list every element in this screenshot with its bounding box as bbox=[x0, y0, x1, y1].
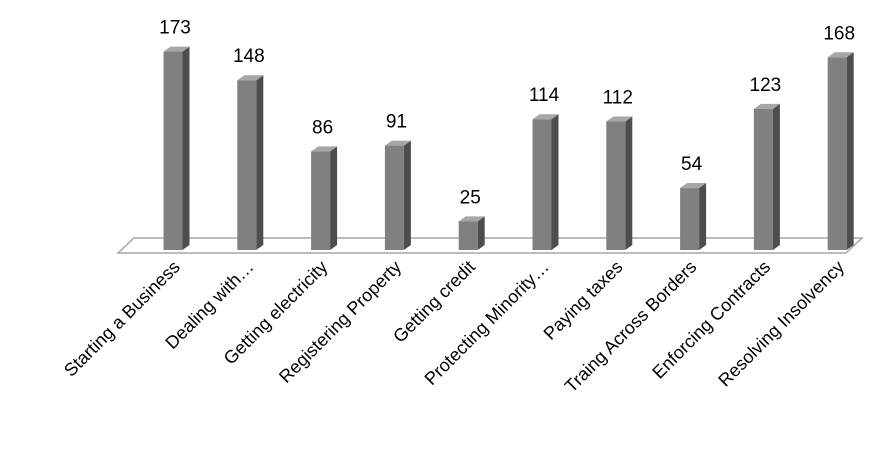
bar-front-face bbox=[532, 119, 552, 250]
value-label: 54 bbox=[681, 154, 703, 175]
value-label: 168 bbox=[823, 23, 855, 44]
bar-side-face bbox=[625, 116, 633, 250]
bar-top-face bbox=[163, 46, 190, 52]
value-label: 123 bbox=[750, 75, 782, 96]
bar-side-face bbox=[772, 103, 780, 250]
bar-top-face bbox=[680, 183, 707, 189]
category-label: Resolving Insolvency bbox=[714, 257, 848, 391]
bar-side-face bbox=[256, 75, 264, 250]
bar-side-face bbox=[330, 146, 338, 250]
value-label: 91 bbox=[386, 112, 407, 133]
bar-2 bbox=[237, 75, 264, 250]
bar-10 bbox=[827, 52, 854, 250]
value-label: 112 bbox=[603, 88, 633, 109]
value-label: 86 bbox=[312, 117, 333, 138]
value-label: 25 bbox=[460, 187, 481, 208]
value-label: 148 bbox=[233, 46, 265, 67]
bar-front-face bbox=[311, 151, 331, 250]
chart-floor bbox=[116, 237, 864, 254]
bar-top-face bbox=[237, 75, 264, 81]
bar-top-face bbox=[827, 52, 854, 58]
bar-front-face bbox=[237, 80, 257, 250]
value-label: 173 bbox=[159, 18, 191, 39]
bar-9 bbox=[753, 103, 780, 250]
bar-front-face bbox=[753, 108, 773, 250]
category-label: Traing Across Borders bbox=[561, 257, 701, 397]
bar-7 bbox=[606, 116, 633, 250]
bar-side-face bbox=[699, 183, 707, 250]
category-label: Protecting Minority… bbox=[421, 257, 553, 389]
bar-5 bbox=[458, 216, 485, 250]
bar-top-face bbox=[384, 140, 411, 146]
bar-top-face bbox=[532, 114, 559, 120]
bar-front-face bbox=[827, 57, 847, 250]
bar-top-face bbox=[753, 103, 780, 109]
bar-front-face bbox=[606, 121, 626, 250]
bar-top-face bbox=[311, 146, 338, 152]
category-label: Registering Property bbox=[275, 257, 405, 387]
bar-6 bbox=[532, 114, 559, 250]
bar-side-face bbox=[477, 216, 485, 250]
bar-front-face bbox=[163, 51, 183, 250]
bar-front-face bbox=[384, 145, 404, 250]
bar-top-face bbox=[458, 216, 485, 222]
bar-top-face bbox=[606, 116, 633, 122]
bar-side-face bbox=[182, 46, 190, 250]
bar-8 bbox=[680, 183, 707, 250]
bar-3 bbox=[311, 146, 338, 250]
bar-side-face bbox=[403, 140, 411, 250]
category-label: Starting a Business bbox=[60, 257, 184, 381]
value-label: 114 bbox=[529, 85, 560, 106]
bar-side-face bbox=[846, 52, 854, 250]
bar-front-face bbox=[458, 221, 478, 250]
bar-1 bbox=[163, 46, 190, 250]
bar-4 bbox=[384, 140, 411, 250]
bar-front-face bbox=[680, 188, 700, 250]
bar-side-face bbox=[551, 114, 559, 250]
